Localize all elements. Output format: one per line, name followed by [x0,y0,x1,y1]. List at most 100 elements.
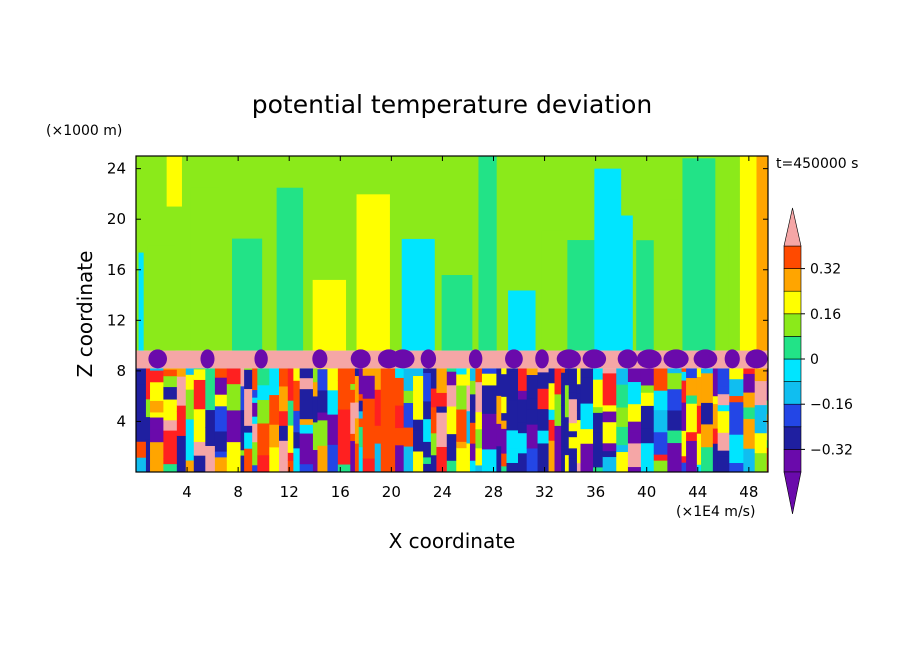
lower-cell [436,446,448,472]
lower-cell [176,376,187,406]
lower-cell [350,368,356,376]
lower-cell [193,379,206,410]
upper-streak [541,230,564,351]
upper-streak [232,238,263,351]
lower-cell [506,462,519,472]
lower-cell [616,368,629,385]
lower-cell [362,430,376,459]
lower-cell [293,447,301,472]
lower-cell [317,445,328,472]
lower-cell [754,380,768,406]
lower-cell [279,368,289,387]
lower-cell [754,432,768,454]
lower-cell [506,429,519,449]
lower-cell [312,381,318,397]
lower-cell [627,381,642,405]
x-tick-label: 32 [535,483,554,501]
lower-cell [145,389,151,400]
lower-cell [667,430,683,444]
lower-cell [681,462,687,472]
lower-cell [244,397,253,426]
colorbar-bin [783,336,802,360]
upper-streak [190,187,220,351]
band-blob [254,349,268,369]
lower-cell [537,371,550,389]
lower-cell [561,404,566,422]
lower-cell [717,432,730,451]
y-tick-label: 8 [116,362,126,380]
lower-cell [205,427,216,446]
lower-cell [686,377,698,396]
lower-cell [517,390,528,400]
lower-cell [430,432,437,456]
lower-cell [602,404,617,412]
lower-cell [423,463,432,472]
band-blob [312,349,328,369]
lower-cell [506,447,519,463]
lower-cell [136,411,147,442]
lower-cell [729,368,744,380]
lower-cell [193,368,206,380]
lower-cell [743,392,756,408]
lower-cell [374,425,382,444]
lower-cell [279,425,289,441]
lower-cell [446,368,457,372]
colorbar-tick-label: −0.16 [810,397,853,413]
lower-cell [185,368,195,375]
lower-cell [576,462,582,472]
lower-cell [163,369,178,377]
lower-cell [423,368,432,374]
colorbar-bin [783,358,802,382]
lower-cell [244,369,253,390]
lower-cell [496,423,502,447]
lower-cell [430,368,437,389]
colorbar-extend-top [783,207,802,247]
lower-cell [501,453,508,467]
lower-cell [517,452,528,472]
lower-cell [537,368,550,373]
lower-cell [501,368,508,375]
lower-cell [185,430,195,461]
x-tick-label: 48 [739,483,758,501]
colorbar-extend-bottom [783,471,802,515]
lower-cell [701,368,714,374]
lower-cell [423,400,432,420]
lower-cell [701,402,714,425]
lower-cell [667,410,683,431]
lower-cell [240,463,245,472]
upper-streak [401,238,435,351]
lower-cell [475,428,483,449]
lower-cell [640,392,655,406]
lower-cell [176,405,187,412]
lower-cell [729,401,744,435]
lower-cell [226,409,242,443]
lower-cell [252,441,258,466]
y-axis-label: Z coordinate [73,251,97,378]
lower-cell [593,406,604,413]
lower-cell [354,402,360,419]
lower-cell [537,388,550,410]
lower-cell [526,424,539,449]
lower-cell [743,448,756,472]
band-blob [636,349,662,369]
lower-cell [754,404,768,434]
lower-cell [163,368,178,370]
lower-cell [564,375,570,386]
colorbar-bin [783,449,802,473]
lower-cell [616,384,629,408]
lower-cell [252,416,258,424]
lower-cell [413,404,424,420]
lower-cell [466,410,471,444]
lower-cell [299,368,314,379]
lower-cell [240,368,245,387]
band-blob [505,349,523,369]
lower-cell [568,382,578,393]
lower-cell [743,373,756,393]
lower-cell [456,409,468,442]
lower-cell [430,388,437,408]
lower-cell [743,418,756,449]
lower-cell [602,442,617,452]
lower-cell [537,408,550,431]
lower-cell [501,465,508,472]
lower-cell [564,384,570,418]
